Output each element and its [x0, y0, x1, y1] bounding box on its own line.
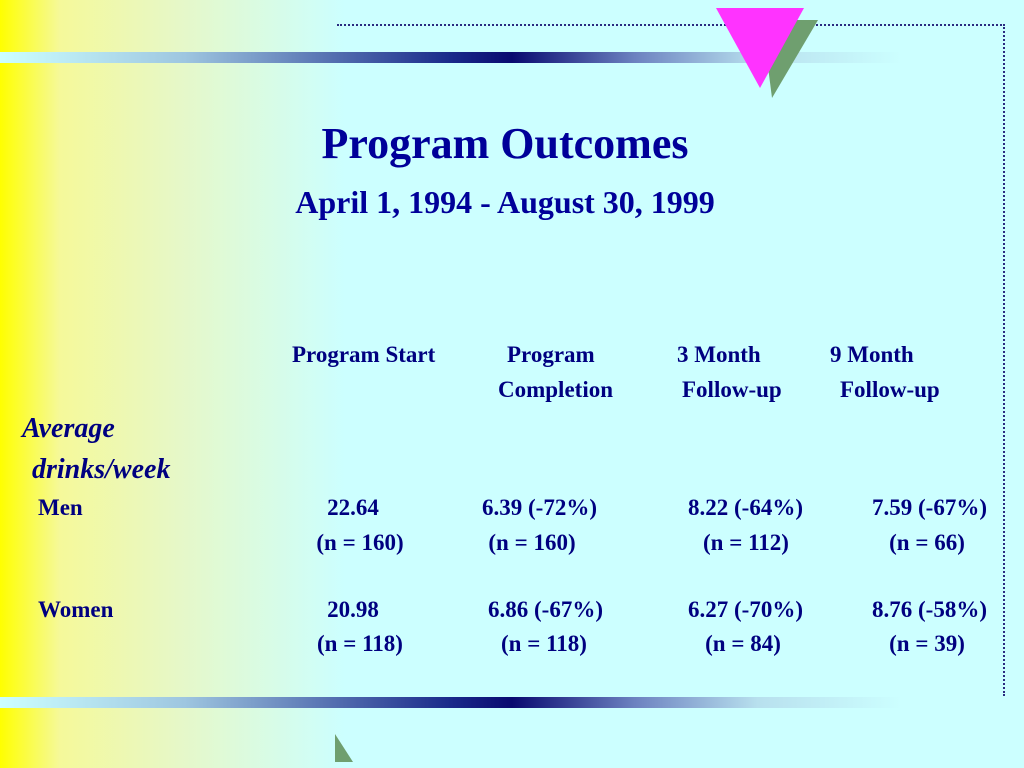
- table-cell: (n = 118): [317, 631, 403, 656]
- magenta-triangle-icon: [716, 8, 804, 88]
- table-cell: 8.76 (-58%): [872, 597, 987, 622]
- column-header-3month-line2: Follow-up: [682, 377, 782, 402]
- table-cell: (n = 160): [316, 530, 404, 555]
- left-gradient-band: [0, 0, 345, 768]
- dotted-border-top: [337, 24, 1005, 26]
- row-label-average: Average: [22, 413, 115, 444]
- page-title: Program Outcomes: [321, 119, 689, 168]
- table-cell: (n = 112): [703, 530, 789, 555]
- column-header-9month-line1: 9 Month: [830, 342, 914, 367]
- column-header-program-line2: Completion: [498, 377, 613, 402]
- triangle-logo-icon: [716, 8, 818, 98]
- group-label-women: Women: [38, 597, 114, 622]
- table-cell: 6.86 (-67%): [488, 597, 603, 622]
- top-decorative-bar: [0, 52, 1024, 63]
- row-label-drinks-week: drinks/week: [32, 454, 171, 485]
- table-cell: 6.27 (-70%): [688, 597, 803, 622]
- table-cell: 6.39 (-72%): [482, 495, 597, 520]
- table-cell: (n = 66): [889, 530, 965, 555]
- column-header-program-line1: Program: [507, 342, 595, 367]
- dotted-border-right: [1003, 24, 1005, 696]
- bottom-decorative-bar: [0, 697, 1024, 708]
- table-cell: 7.59 (-67%): [872, 495, 987, 520]
- table-cell: (n = 84): [705, 631, 781, 656]
- table-cell: (n = 160): [488, 530, 576, 555]
- table-cell: 20.98: [327, 597, 379, 622]
- table-cell: 8.22 (-64%): [688, 495, 803, 520]
- table-cell: (n = 39): [889, 631, 965, 656]
- group-label-men: Men: [38, 495, 83, 520]
- column-header-9month-line2: Follow-up: [840, 377, 940, 402]
- page-subtitle: April 1, 1994 - August 30, 1999: [295, 184, 715, 220]
- table-cell: 22.64: [327, 495, 379, 520]
- table-cell: (n = 118): [501, 631, 587, 656]
- small-green-triangle-icon: [335, 734, 353, 762]
- column-header-3month-line1: 3 Month: [677, 342, 761, 367]
- column-header-program-start: Program Start: [292, 342, 436, 367]
